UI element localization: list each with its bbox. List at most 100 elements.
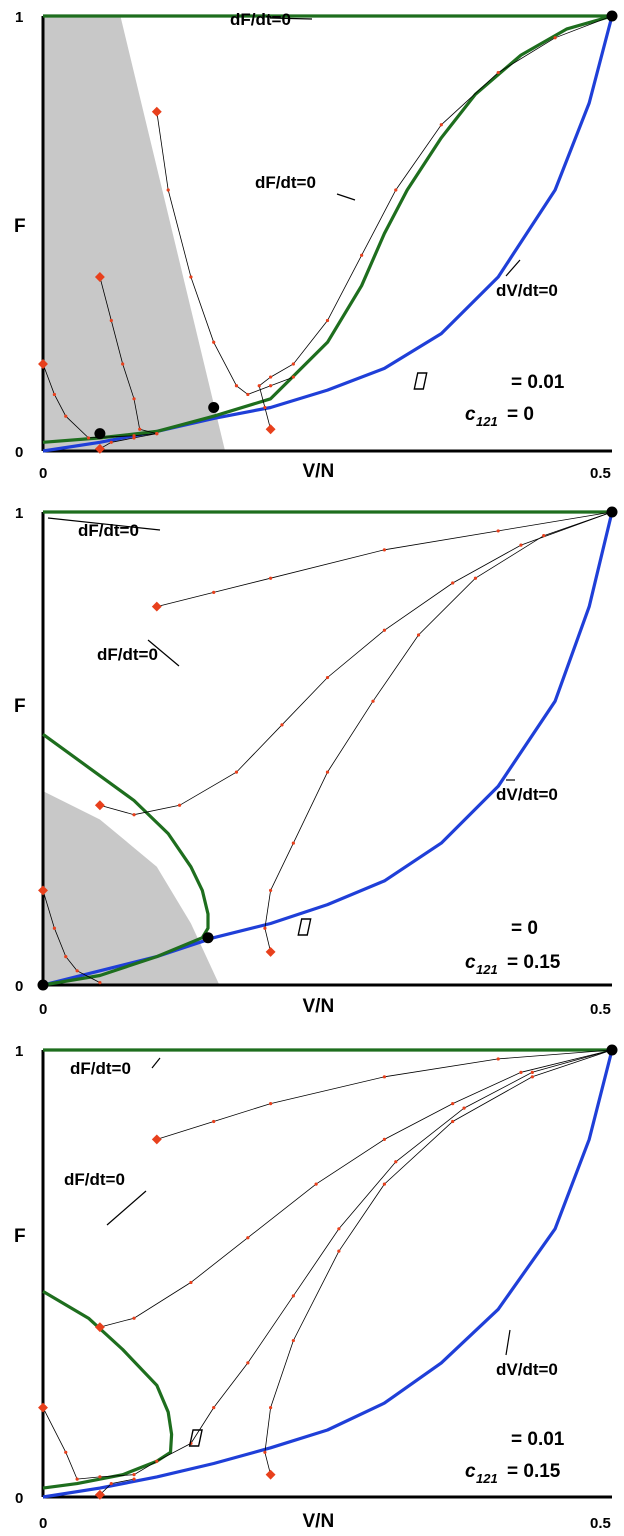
trajectory-3 bbox=[264, 1049, 613, 1475]
trajectory-point bbox=[98, 981, 102, 985]
trajectory-point bbox=[291, 841, 295, 845]
trajectory-point bbox=[132, 1473, 136, 1477]
y-tick-label: 0 bbox=[15, 1490, 23, 1507]
trajectory-point bbox=[269, 888, 273, 893]
trajectory-point bbox=[234, 770, 239, 774]
x-tick-label: 0.5 bbox=[590, 465, 611, 482]
greek-symbol-icon bbox=[413, 372, 428, 390]
trajectory-point bbox=[109, 440, 113, 444]
annotation-leader bbox=[505, 1329, 511, 1356]
param-label-greek: = 0.01 bbox=[188, 1429, 565, 1450]
trajectory-point bbox=[246, 1361, 250, 1365]
trajectory-point bbox=[98, 1475, 102, 1479]
param-name: c bbox=[465, 1461, 476, 1482]
trajectory-1 bbox=[99, 276, 157, 434]
trajectory-point bbox=[382, 628, 386, 632]
trajectory-point bbox=[75, 1477, 79, 1481]
trajectory-start-marker bbox=[265, 946, 276, 957]
trajectory-point bbox=[291, 362, 295, 366]
trajectory-point bbox=[64, 1450, 68, 1454]
trajectory-point bbox=[64, 414, 68, 418]
trajectory-point bbox=[52, 926, 56, 930]
trajectory-point bbox=[280, 723, 284, 727]
trajectory-point bbox=[382, 548, 386, 552]
param-value: = 0.01 bbox=[511, 372, 565, 393]
trajectory-point bbox=[542, 534, 546, 538]
param-name: c bbox=[465, 952, 476, 973]
panel-3: 0 1 0 0.5 V/N FdF/dt=0 dF/dt=0 dV/dt=0 = 0.01 c 12… bbox=[14, 1043, 618, 1532]
trajectory-point bbox=[519, 1070, 523, 1074]
y-tick-label: 1 bbox=[15, 1043, 23, 1060]
annotation-leader bbox=[151, 1057, 161, 1069]
trajectory-point bbox=[269, 375, 273, 379]
trajectory-0 bbox=[42, 363, 157, 439]
fixed-point bbox=[606, 1044, 618, 1056]
param-value: = 0.01 bbox=[511, 1429, 565, 1450]
y-tick-label: 1 bbox=[15, 505, 23, 522]
trajectory-point bbox=[132, 1316, 136, 1320]
trajectory-1 bbox=[99, 511, 613, 816]
trajectory-point bbox=[473, 576, 478, 580]
fixed-point bbox=[94, 428, 106, 440]
trajectory-point bbox=[269, 384, 273, 388]
curve-annotation: dF/dt=0 bbox=[78, 521, 139, 540]
fixed-point bbox=[606, 10, 618, 22]
panel-2: 0 1 0 0.5 V/N FdF/dt=0 dF/dt=0 dV/dt=0 = 0 c 121 = … bbox=[14, 505, 618, 1018]
param-label-greek: = 0.01 bbox=[413, 372, 565, 393]
trajectory-point bbox=[382, 1137, 386, 1141]
trajectory-point bbox=[121, 362, 125, 366]
trajectory-point bbox=[269, 1102, 273, 1106]
trajectory-point bbox=[394, 188, 398, 192]
trajectory-point bbox=[394, 1160, 398, 1164]
trajectory-point bbox=[325, 770, 330, 774]
x-tick-label: 0 bbox=[39, 1001, 47, 1018]
panel-1: 0 1 0 0.5 V/N FdF/dt=0 dF/dt=0 dV/dt=0 = 0.01 c 12… bbox=[14, 9, 618, 482]
nullcline-1 bbox=[42, 14, 613, 444]
trajectory-point bbox=[189, 275, 193, 279]
trajectory-point bbox=[155, 432, 159, 436]
trajectory-point bbox=[212, 340, 216, 344]
trajectory-point bbox=[212, 590, 216, 595]
trajectory-point bbox=[52, 392, 56, 397]
x-tick-label: 0.5 bbox=[590, 1001, 611, 1018]
x-tick-label: 0.5 bbox=[590, 1515, 611, 1532]
fixed-point bbox=[606, 506, 618, 518]
annotation-leader bbox=[147, 639, 180, 667]
trajectory-point bbox=[451, 581, 455, 585]
param-label-greek: = 0 bbox=[297, 918, 538, 939]
y-tick-label: 0 bbox=[15, 978, 23, 995]
trajectory-point bbox=[189, 1280, 193, 1285]
trajectory-point bbox=[439, 123, 443, 127]
trajectory-2 bbox=[264, 511, 613, 952]
trajectory-start-marker bbox=[265, 424, 276, 435]
fixed-point bbox=[208, 402, 220, 413]
trajectory-3 bbox=[258, 15, 613, 430]
x-tick-label: 0 bbox=[39, 1515, 47, 1532]
trajectory-point bbox=[263, 926, 267, 930]
trajectory-point bbox=[360, 253, 364, 257]
param-value: = 0 bbox=[507, 404, 534, 425]
y-axis-title: F bbox=[14, 216, 26, 237]
trajectory-point bbox=[263, 1450, 267, 1454]
param-value: = 0.15 bbox=[507, 1461, 561, 1482]
trajectory-point bbox=[496, 529, 500, 533]
trajectory-point bbox=[109, 318, 113, 323]
trajectory-point bbox=[325, 318, 330, 323]
trajectory-start-marker bbox=[38, 885, 48, 896]
nullcline-1 bbox=[42, 1290, 174, 1490]
trajectory-point bbox=[314, 1182, 318, 1186]
trajectory-point bbox=[530, 1070, 534, 1074]
x-axis-title: V/N bbox=[303, 996, 335, 1017]
param-subscript: 121 bbox=[476, 414, 498, 429]
trajectory-point bbox=[371, 699, 375, 703]
curve-annotation: dV/dt=0 bbox=[496, 1360, 558, 1379]
trajectory-1 bbox=[99, 1049, 613, 1328]
fixed-point bbox=[37, 979, 49, 991]
annotation-leader bbox=[47, 517, 161, 531]
trajectory-point bbox=[234, 384, 239, 388]
trajectory-0 bbox=[156, 511, 613, 607]
trajectory-point bbox=[462, 1106, 466, 1110]
greek-symbol-icon bbox=[297, 918, 312, 936]
y-tick-label: 0 bbox=[15, 444, 23, 461]
trajectory-point bbox=[291, 375, 295, 379]
